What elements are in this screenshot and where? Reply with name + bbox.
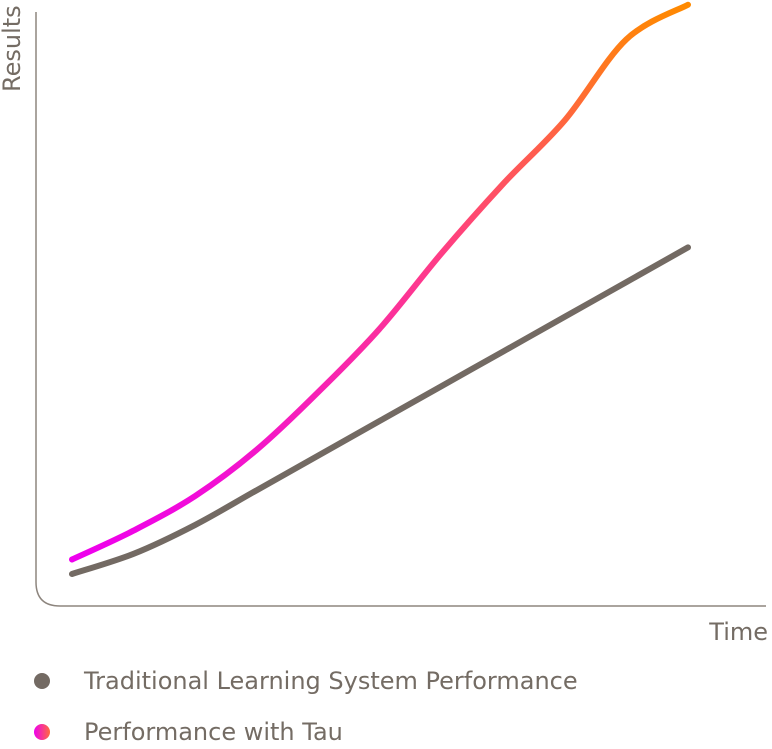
legend-label-tau: Performance with Tau	[84, 718, 343, 746]
x-axis-label: Time	[709, 618, 768, 646]
series-line-tau	[69, 1, 691, 563]
series-line-traditional	[69, 244, 691, 577]
legend-dot-traditional	[34, 673, 50, 689]
legend-item-tau: Performance with Tau	[34, 715, 343, 749]
chart	[35, 1, 766, 607]
y-axis-label: Results	[0, 5, 26, 92]
axis-frame	[35, 12, 766, 607]
legend-dot-tau	[34, 724, 50, 740]
legend-label-traditional: Traditional Learning System Performance	[84, 667, 578, 695]
legend-item-traditional: Traditional Learning System Performance	[34, 664, 578, 698]
series-layer	[69, 1, 691, 577]
